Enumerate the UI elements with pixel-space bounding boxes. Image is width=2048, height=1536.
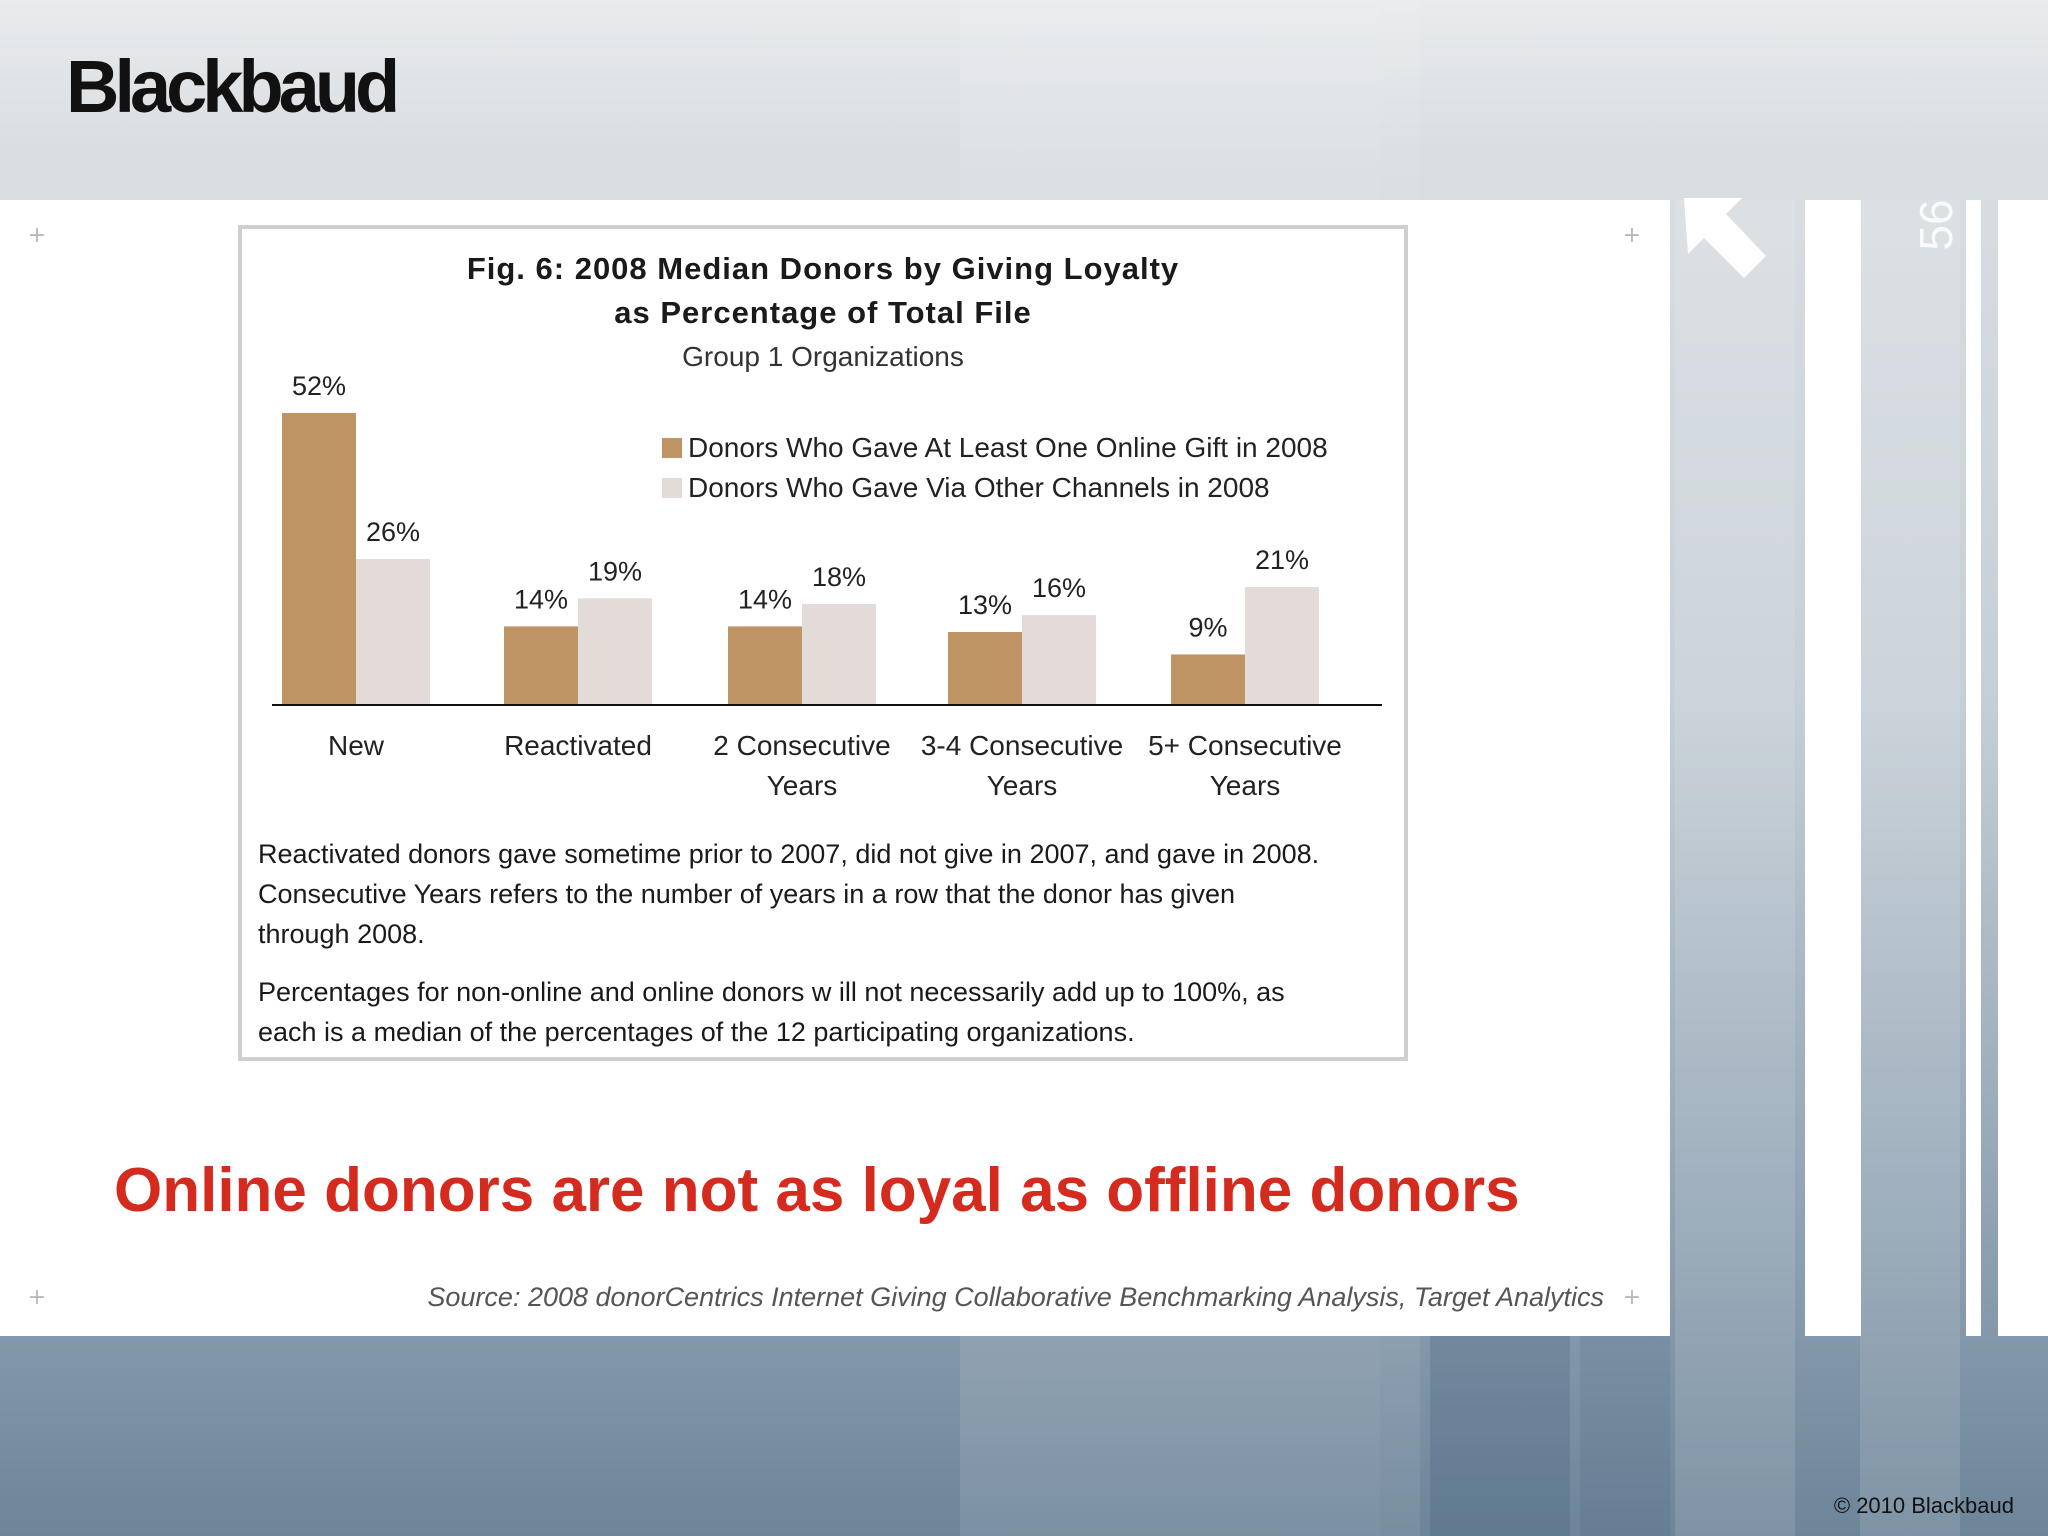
chart-title-line-1: Fig. 6: 2008 Median Donors by Giving Loy… — [466, 251, 1180, 286]
source-citation: Source: 2008 donorCentrics Internet Givi… — [427, 1282, 1604, 1312]
chart-note-2: Percentages for non-online and online do… — [258, 972, 1398, 1052]
legend-swatch-online — [662, 438, 682, 458]
data-label: 14% — [514, 584, 568, 614]
category-label: Years — [987, 770, 1058, 801]
legend-item-other: Donors Who Gave Via Other Channels in 20… — [662, 472, 1270, 504]
legend-item-online: Donors Who Gave At Least One Online Gift… — [662, 432, 1328, 464]
chart-note-2-line: Percentages for non-online and online do… — [258, 977, 1285, 1007]
legend-swatch-other — [662, 478, 682, 498]
category-label: Years — [1210, 770, 1281, 801]
bar-other — [356, 559, 430, 705]
blackbaud-logo: Blackbaud — [66, 45, 400, 128]
chart-note-2-line: each is a median of the percentages of t… — [258, 1017, 1135, 1047]
bar-online — [1171, 654, 1245, 705]
bar-other — [1022, 615, 1096, 705]
background-stripe — [1580, 1336, 1670, 1536]
category-label: Reactivated — [504, 730, 652, 761]
bar-other — [802, 603, 876, 705]
data-label: 19% — [588, 556, 642, 586]
category-label: 3-4 Consecutive — [921, 730, 1123, 761]
decorative-white-bar — [1966, 200, 1981, 1336]
legend-label-other: Donors Who Gave Via Other Channels in 20… — [688, 472, 1270, 503]
data-label: 26% — [366, 517, 420, 547]
chart-subtitle: Group 1 Organizations — [682, 341, 964, 372]
registration-mark: + — [27, 1285, 47, 1310]
background-stripe — [1675, 200, 1795, 1536]
decorative-white-bar — [1805, 200, 1861, 1336]
chart-figure: Fig. 6: 2008 Median Donors by Giving Loy… — [238, 225, 1408, 1061]
chart-note-1-line: Consecutive Years refers to the number o… — [258, 879, 1236, 909]
category-label: Years — [767, 770, 838, 801]
data-label: 21% — [1255, 545, 1309, 575]
data-label: 14% — [738, 584, 792, 614]
bar-other — [1245, 587, 1319, 705]
legend-label-online: Donors Who Gave At Least One Online Gift… — [688, 432, 1328, 463]
arrow-up-left-icon — [1684, 198, 1766, 278]
data-label: 16% — [1032, 573, 1086, 603]
data-label: 9% — [1188, 612, 1227, 642]
registration-mark: + — [1622, 1285, 1642, 1310]
category-label: New — [328, 730, 385, 761]
registration-mark: + — [1622, 223, 1642, 248]
bar-online — [948, 632, 1022, 705]
background-stripe — [1860, 200, 1960, 1536]
decorative-white-bar — [1998, 200, 2048, 1336]
slide-headline: Online donors are not as loyal as offlin… — [114, 1156, 1520, 1225]
bar-online — [728, 626, 802, 705]
data-label: 13% — [958, 590, 1012, 620]
bar-chart: 52% 14% 14% 13% 9% 26% 19% 18% 16% 21% New Reactiva… — [272, 371, 1382, 801]
category-label: 2 Consecutive — [713, 730, 890, 761]
data-label: 52% — [292, 371, 346, 401]
chart-note-1-line: Reactivated donors gave sometime prior t… — [258, 839, 1320, 869]
chart-title-line-2: as Percentage of Total File — [614, 295, 1032, 330]
category-label: 5+ Consecutive — [1148, 730, 1342, 761]
data-label: 18% — [812, 562, 866, 592]
bar-other — [578, 598, 652, 705]
slide-number: 56 — [1910, 199, 1962, 251]
bar-online — [282, 413, 356, 705]
chart-note-1: Reactivated donors gave sometime prior t… — [258, 834, 1398, 954]
bar-online — [504, 626, 578, 705]
registration-mark: + — [27, 223, 47, 248]
background-stripe — [1430, 1336, 1570, 1536]
copyright: © 2010 Blackbaud — [1833, 1493, 2014, 1518]
chart-note-1-line: through 2008. — [258, 919, 425, 949]
